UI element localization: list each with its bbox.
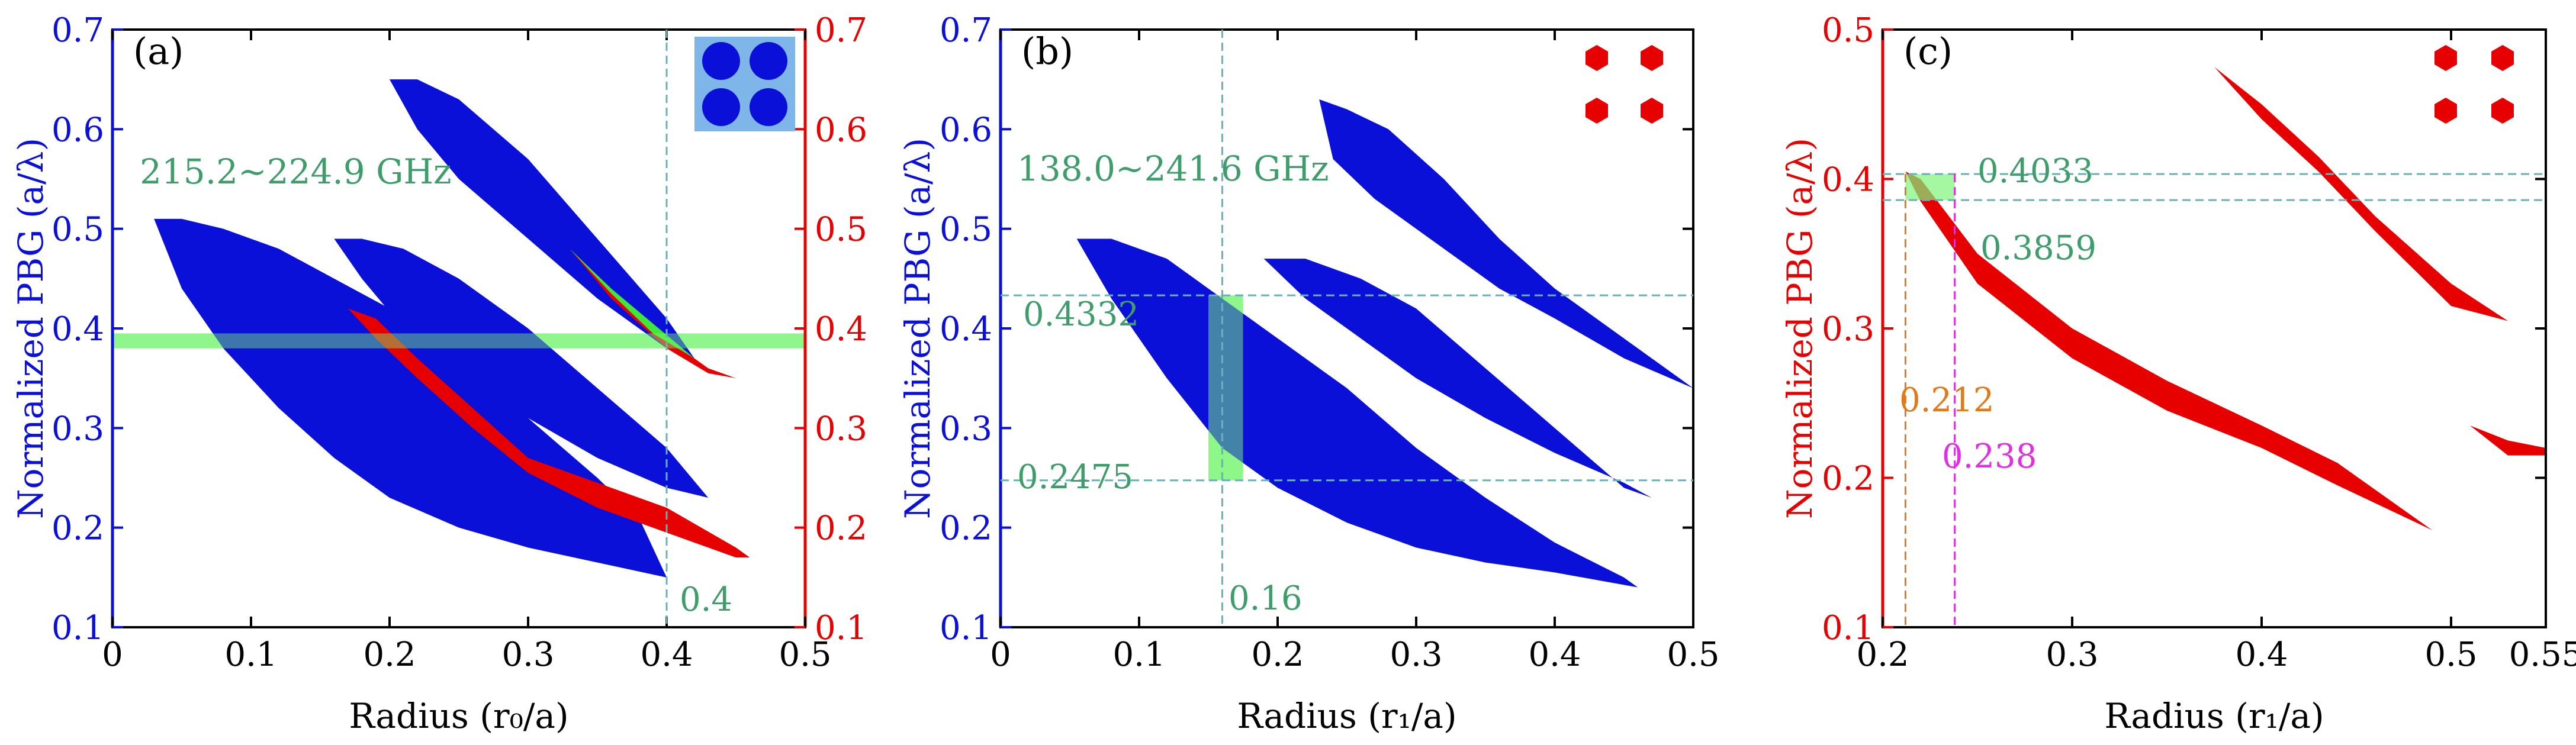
highlight-frequency-overlay [112,333,805,349]
y-tick-label: 0.1 [52,609,104,647]
panel-a-ticks: 0 0.1 0.2 0.3 0.4 0.50.10.20.30.40.50.60.70.1… [52,11,867,674]
panel-c-gaps [1905,67,2546,530]
y-tick-label: 0.3 [940,409,992,448]
gap-region-2 [2214,67,2508,321]
y-tick-label: 0.3 [52,409,104,448]
panel-c-ticks: 0.2 0.3 0.4 0.5 0.550.10.20.30.40.5 [1822,11,2576,674]
y-tick-label: 0.6 [52,111,104,149]
x-tick-label: 0.2 [363,636,416,674]
y-tick-label: 0.4 [940,310,992,349]
y-tick-label: 0.1 [940,609,992,647]
y-tick-label: 0.4 [52,310,104,349]
panel-c-xlabel: Radius (r₁/a) [2104,696,2324,736]
panel-c: 0.2 0.3 0.4 0.5 0.550.10.20.30.40.5 (c) 0.40… [1780,11,2576,736]
y-tick-label: 0.7 [52,11,104,50]
panel-a-label: (a) [133,30,184,73]
y-right-tick-label: 0.4 [815,310,867,349]
gap-region-1 [1905,171,2432,530]
y-tick-label: 0.2 [52,509,104,548]
panel-b-upper-label: 0.4332 [1023,295,1139,334]
highlight-radius-overlay [1208,295,1243,480]
hexagon-lattice-icon [1586,45,1663,124]
panel-b-ticks: 0 0.1 0.2 0.3 0.4 0.50.10.20.30.40.50.60.7 [940,11,1720,674]
y-tick-label: 0.5 [940,211,992,249]
y-tick-label: 0.4 [1822,161,1874,199]
panel-a: 0 0.1 0.2 0.3 0.4 0.50.10.20.30.40.50.60.70.1… [11,11,867,736]
panel-c-left-marker-label: 0.212 [1899,381,1994,420]
x-tick-label: 0.5 [779,636,831,674]
panel-b-marker-label: 0.16 [1228,579,1303,618]
panel-c-annotations [1883,173,2546,627]
gap-region-2 [1263,259,1652,498]
gap-region-3 [2470,425,2546,456]
panel-a-marker-label: 0.4 [680,580,732,619]
x-tick-label: 0.3 [1390,636,1442,674]
panel-b-annotations [1001,30,1693,627]
x-tick-label: 0.5 [2424,636,2477,674]
gap-region-3 [390,79,694,359]
y-tick-label: 0.6 [940,111,992,149]
panel-a-gaps [112,79,805,578]
y-tick-label: 0.2 [940,509,992,548]
panel-c-right-marker-label: 0.238 [1942,437,2037,476]
x-tick-label: 0.4 [1528,636,1581,674]
y-tick-label: 0.1 [1822,609,1874,647]
panel-c-upper-label: 0.4033 [1977,152,2093,191]
hexagon-lattice-icon [2435,45,2514,124]
x-tick-label: 0 [990,636,1011,674]
panel-a-ylabel: Normalized PBG (a/λ) [11,138,51,519]
y-right-tick-label: 0.7 [815,11,867,50]
y-tick-label: 0.2 [1822,460,1874,498]
panel-a-xlabel: Radius (r₀/a) [349,696,568,736]
panel-b-label: (b) [1021,30,1073,73]
highlight-overlap-box [1905,174,1955,201]
panel-b-gaps [1076,99,1693,588]
y-right-tick-label: 0.3 [815,409,867,448]
panel-c-label: (c) [1903,30,1953,73]
gap-region-3 [1319,99,1693,389]
x-tick-label: 0.3 [501,636,554,674]
panel-b-lower-label: 0.2475 [1017,458,1133,496]
panel-b: 0 0.1 0.2 0.3 0.4 0.50.10.20.30.40.50.60.7 (b… [898,11,1720,736]
x-tick-label: 0.55 [2509,636,2576,674]
panel-b-xlabel: Radius (r₁/a) [1237,696,1456,736]
gap-region-4 [348,308,750,558]
square-lattice-icon [694,37,795,131]
x-tick-label: 0.2 [1251,636,1304,674]
panel-a-frequency-label: 215.2~224.9 GHz [140,151,452,192]
gap-region-2 [334,238,709,498]
panel-c-lower-label: 0.3859 [1980,229,2096,267]
y-right-tick-label: 0.5 [815,211,867,249]
x-tick-label: 0.1 [224,636,277,674]
y-right-tick-label: 0.6 [815,111,867,149]
panel-b-frequency-label: 138.0~241.6 GHz [1017,149,1329,189]
y-tick-label: 0.5 [52,211,104,249]
panel-c-ylabel: Normalized PBG (a/λ) [1780,138,1820,519]
x-tick-label: 0.5 [1667,636,1719,674]
x-tick-label: 0.4 [2235,636,2288,674]
y-tick-label: 0.7 [940,11,992,50]
panel-b-ylabel: Normalized PBG (a/λ) [898,138,938,519]
y-tick-label: 0.5 [1822,11,1874,50]
x-tick-label: 0.3 [2046,636,2098,674]
y-right-tick-label: 0.2 [815,509,867,548]
x-tick-label: 0.4 [640,636,693,674]
y-right-tick-label: 0.1 [815,609,867,647]
y-tick-label: 0.3 [1822,310,1874,349]
gap-region-1 [154,218,667,578]
x-tick-label: 0 [102,636,123,674]
x-tick-label: 0.2 [1856,636,1909,674]
x-tick-label: 0.1 [1112,636,1165,674]
